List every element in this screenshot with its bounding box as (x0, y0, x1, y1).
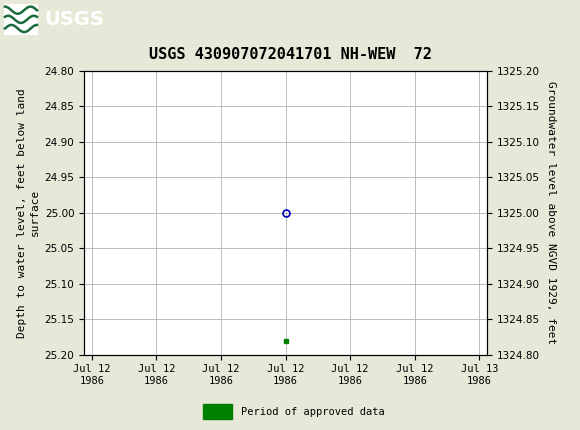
Text: USGS 430907072041701 NH-WEW  72: USGS 430907072041701 NH-WEW 72 (148, 47, 432, 62)
Text: USGS: USGS (44, 10, 104, 29)
Text: Period of approved data: Period of approved data (241, 407, 385, 417)
Y-axis label: Depth to water level, feet below land
surface: Depth to water level, feet below land su… (17, 88, 41, 338)
Y-axis label: Groundwater level above NGVD 1929, feet: Groundwater level above NGVD 1929, feet (546, 81, 556, 344)
FancyBboxPatch shape (4, 4, 38, 35)
